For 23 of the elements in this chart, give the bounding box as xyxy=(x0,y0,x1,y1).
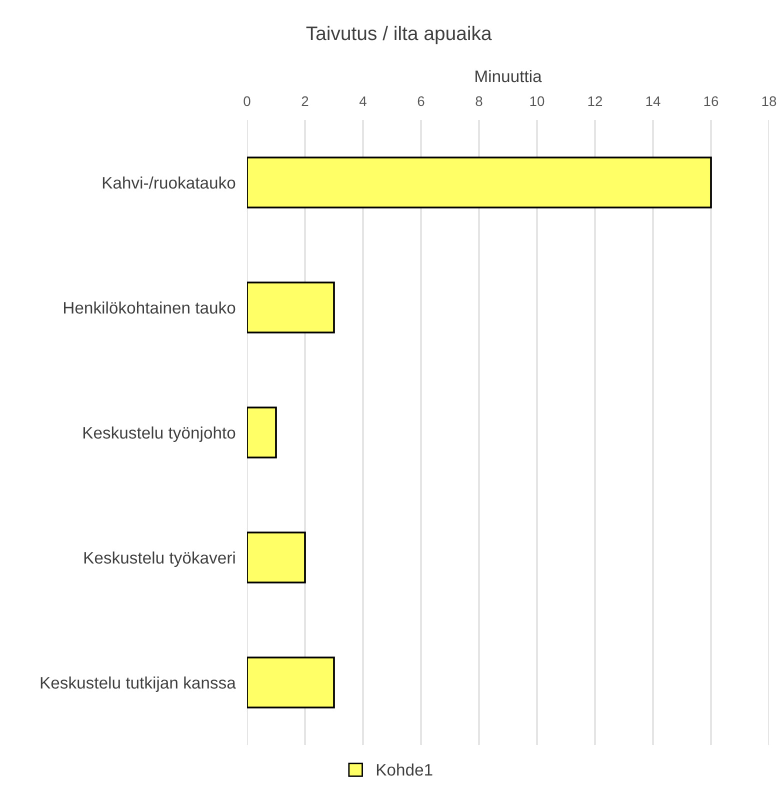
bar xyxy=(247,532,306,584)
x-tick-label: 12 xyxy=(588,96,602,106)
x-tick-label: 18 xyxy=(762,96,776,106)
x-tick-label: 2 xyxy=(302,96,308,106)
x-tick-label: 14 xyxy=(646,96,660,106)
x-tick-label: 16 xyxy=(704,96,718,106)
x-tick-label: 10 xyxy=(530,96,544,106)
legend-label: Kohde1 xyxy=(376,763,432,776)
y-tick-label: Henkilökohtainen tauko xyxy=(64,301,236,314)
x-tick-label: 8 xyxy=(476,96,482,106)
y-tick-label: Keskustelu työkaveri xyxy=(84,551,235,567)
x-tick-label: 6 xyxy=(418,96,424,106)
x-tick-label: 4 xyxy=(359,96,366,106)
chart-title: Taivutus / ilta apuaika xyxy=(306,26,492,44)
x-tick-label: 0 xyxy=(244,96,250,106)
bar xyxy=(247,282,335,334)
y-tick-label: Kahvi-/ruokatauko xyxy=(102,176,236,189)
y-tick-label: Keskustelu tutkijan kanssa xyxy=(40,676,236,692)
bar xyxy=(247,156,712,208)
x-axis-title: Minuuttia xyxy=(476,70,542,82)
bar xyxy=(247,656,335,708)
bar xyxy=(247,406,277,458)
y-tick-label: Keskustelu työnjohto xyxy=(83,426,236,442)
